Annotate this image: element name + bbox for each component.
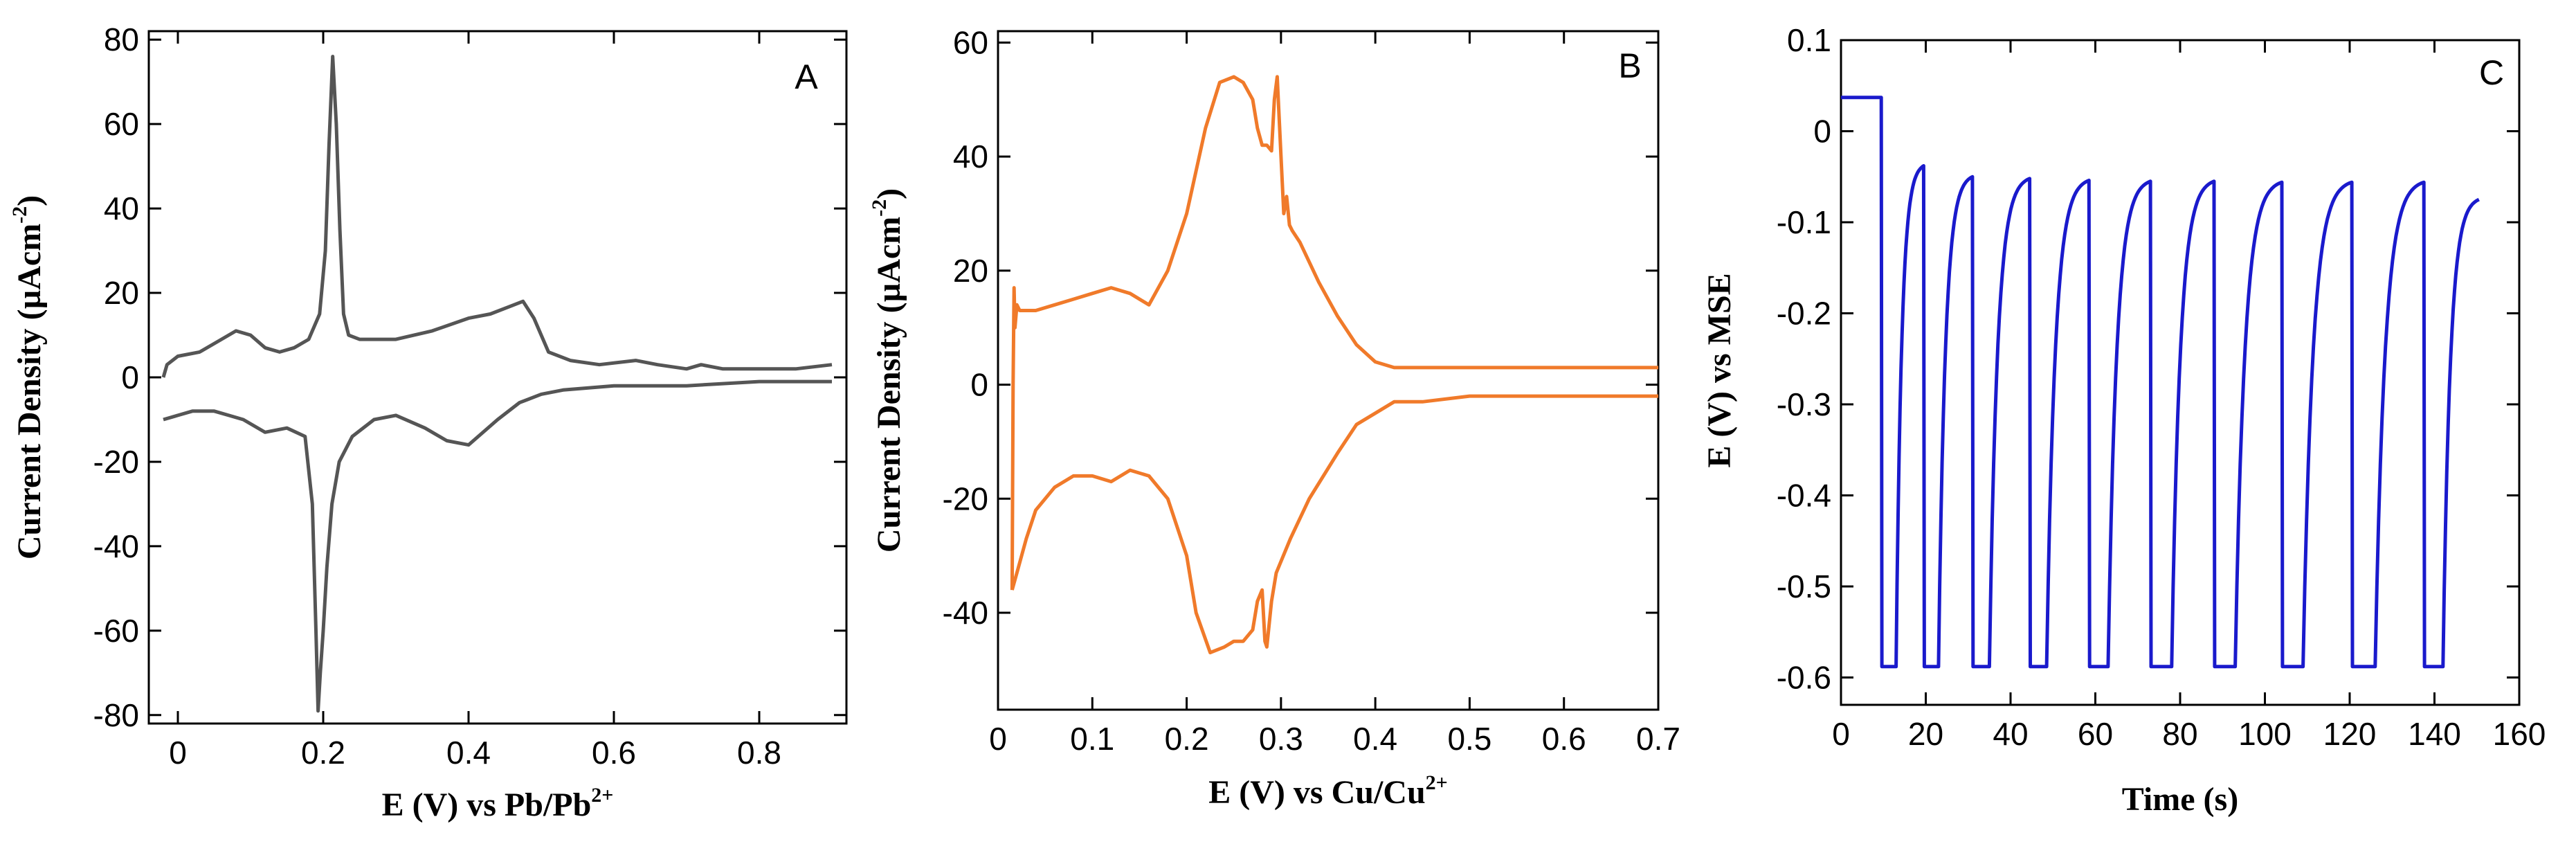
- panel-c-x-tick-label: 0: [1832, 716, 1850, 752]
- panel-b: 0 0.1 0.2 0.3 0.4 0.5 0.6 0.7 -40 -20 0 20 40 60 B E…: [868, 24, 1680, 811]
- panel-c-x-tick-label: 80: [2162, 716, 2197, 752]
- panel-a-series-line-1: [161, 55, 833, 378]
- panel-a-x-tick-label: 0: [169, 735, 187, 771]
- panel-b-y-axis-label: Current Density (µAcm-2): [868, 188, 907, 553]
- panel-b-y-tick-label: 60: [953, 24, 988, 60]
- panel-c-x-ticks: 0 20 40 60 80 100 120 140 160: [1832, 40, 2546, 752]
- panel-a-y-tick-label: -80: [93, 697, 139, 733]
- panel-b-label: B: [1618, 46, 1641, 85]
- panel-c-y-tick-label: -0.3: [1777, 386, 1831, 422]
- panel-c-y-tick-label: -0.6: [1777, 660, 1831, 696]
- panel-a-y-tick-label: -40: [93, 528, 139, 564]
- panel-c-x-tick-label: 100: [2238, 716, 2292, 752]
- panel-c-x-tick-label: 140: [2408, 716, 2461, 752]
- panel-a-x-tick-label: 0.4: [446, 735, 491, 771]
- panel-a-y-tick-label: 20: [104, 275, 139, 311]
- panel-a-x-tick-label: 0.8: [737, 735, 781, 771]
- panel-b-x-axis-label-sup: 2+: [1426, 771, 1448, 794]
- panel-a-y-axis-label-sup: -2: [8, 206, 31, 224]
- panel-c-y-tick-label: -0.2: [1777, 296, 1831, 332]
- panel-a-y-ticks: -80 -60 -40 -20 0 20 40 60 80: [93, 21, 846, 733]
- panel-a-x-axis-label-text: E (V) vs Pb/Pb: [382, 787, 592, 823]
- panel-a-x-tick-label: 0.6: [592, 735, 636, 771]
- panel-b-y-ticks: -40 -20 0 20 40 60: [943, 24, 1658, 631]
- panel-b-x-tick-label: 0.6: [1542, 721, 1586, 757]
- panel-b-y-tick-label: 0: [970, 367, 988, 403]
- panel-c-x-tick-label: 20: [1908, 716, 1943, 752]
- panel-c-series: [1841, 96, 2480, 669]
- panel-a-series: [161, 55, 833, 713]
- panel-b-x-tick-label: 0: [989, 721, 1007, 757]
- panel-b-x-tick-label: 0.2: [1165, 721, 1209, 757]
- panel-c-label: C: [2479, 53, 2504, 92]
- panel-a-y-tick-label: -20: [93, 444, 139, 480]
- panel-a-y-tick-label: 60: [104, 106, 139, 142]
- panel-b-y-tick-label: -40: [943, 595, 988, 631]
- panel-a: 0 0.2 0.4 0.6 0.8 -80 -60 -40 -20 0 20 40 60 80 A E …: [8, 21, 848, 823]
- panel-b-x-tick-label: 0.7: [1636, 721, 1680, 757]
- panel-a-y-axis-label-end: ): [11, 195, 48, 206]
- panel-c-x-tick-label: 160: [2493, 716, 2546, 752]
- panel-b-series-line-1: [1010, 75, 1658, 591]
- panel-b-y-axis-label-sup: -2: [868, 199, 891, 217]
- panel-a-y-tick-label: 0: [121, 359, 139, 395]
- panel-b-x-tick-label: 0.1: [1070, 721, 1114, 757]
- panel-b-y-tick-label: 20: [953, 253, 988, 289]
- panel-c-x-tick-label: 60: [2078, 716, 2113, 752]
- panel-b-series: [1010, 75, 1658, 655]
- panel-c-x-axis-label: Time (s): [2122, 781, 2238, 818]
- panel-a-y-tick-label: 40: [104, 190, 139, 226]
- panel-b-x-axis-label-text: E (V) vs Cu/Cu: [1208, 774, 1425, 811]
- panel-a-x-ticks: 0 0.2 0.4 0.6 0.8: [169, 31, 781, 771]
- panel-b-x-tick-label: 0.3: [1259, 721, 1303, 757]
- panel-b-series-line-2: [1010, 394, 1658, 655]
- panel-a-y-axis-label: Current Density (µAcm-2): [8, 195, 48, 559]
- panel-c-x-tick-label: 40: [1993, 716, 2028, 752]
- panel-c-series-line-1: [1841, 96, 2480, 669]
- panel-b-x-tick-label: 0.4: [1353, 721, 1397, 757]
- panel-b-y-axis-label-text: Current Density (µAcm: [871, 217, 907, 553]
- panel-c-y-ticks: -0.6 -0.5 -0.4 -0.3 -0.2 -0.1 0 0.1: [1777, 22, 2519, 696]
- panel-a-series-line-2: [163, 379, 832, 713]
- panel-b-x-axis-label: E (V) vs Cu/Cu2+: [1208, 771, 1448, 811]
- panel-a-x-axis-label-sup: 2+: [591, 784, 613, 807]
- panel-c-y-tick-label: 0: [1813, 114, 1831, 150]
- panel-b-x-tick-label: 0.5: [1447, 721, 1491, 757]
- panel-a-frame: [147, 30, 848, 725]
- panel-b-y-tick-label: 40: [953, 138, 988, 174]
- panel-a-y-tick-label: -60: [93, 613, 139, 649]
- panel-a-label: A: [795, 57, 818, 96]
- panel-c-x-tick-label: 120: [2323, 716, 2377, 752]
- panel-b-y-tick-label: -20: [943, 481, 988, 517]
- panel-c-y-axis-label: E (V) vs MSE: [1701, 273, 1738, 467]
- panel-b-x-ticks: 0 0.1 0.2 0.3 0.4 0.5 0.6 0.7: [989, 31, 1680, 757]
- panel-c: 0 20 40 60 80 100 120 140 160 -0.6-0.5-0.4-0.3-0…: [1701, 22, 2546, 818]
- panel-c-y-tick-label: -0.5: [1777, 568, 1831, 604]
- panel-c-y-tick-label: -0.1: [1777, 204, 1831, 240]
- panel-b-frame: [997, 30, 1660, 711]
- panel-c-y-tick-label: -0.4: [1777, 478, 1831, 514]
- panel-c-y-tick-label: 0.1: [1787, 22, 1831, 58]
- panel-a-y-axis-label-text: Current Density (µAcm: [11, 224, 48, 559]
- panel-a-x-tick-label: 0.2: [301, 735, 345, 771]
- panel-b-y-axis-label-end: ): [871, 188, 907, 199]
- panel-a-y-tick-label: 80: [104, 21, 139, 57]
- panel-a-x-axis-label: E (V) vs Pb/Pb2+: [382, 784, 614, 823]
